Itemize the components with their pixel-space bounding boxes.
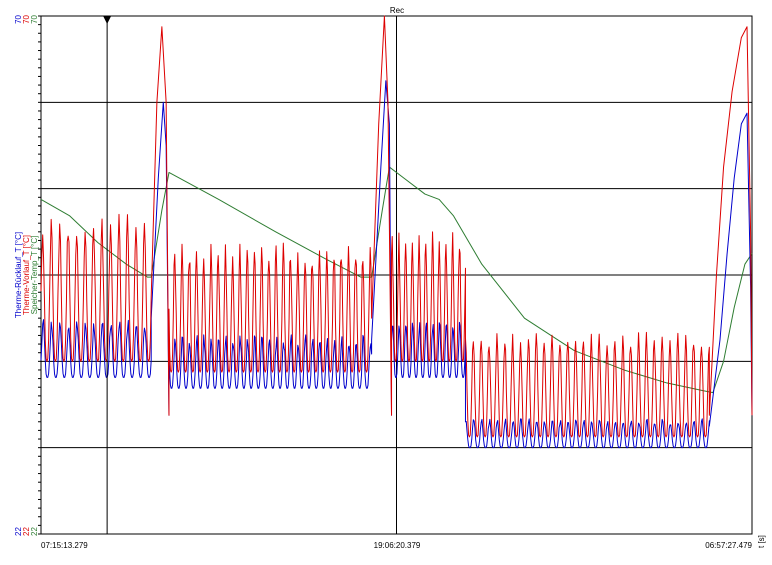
y-bottom-tick-label-3: 22	[30, 527, 39, 536]
y-bottom-tick-label-1: 22	[14, 527, 23, 536]
y-top-tick-label-3: 70	[30, 14, 39, 23]
x-tick-label-end: 06:57:27.479	[705, 541, 752, 550]
series-label-speicher: Speicher-Temp_T [°C]	[30, 236, 39, 315]
grid-lines	[41, 16, 752, 534]
x-tick-label-middle: 19:06:20.379	[374, 541, 421, 550]
series-layer	[40, 15, 753, 449]
series-label-ruecklauf: Therme-Rücklauf_T [°C]	[14, 232, 23, 318]
cursor-layer[interactable]	[103, 16, 112, 534]
cursor-handle-icon[interactable]	[103, 16, 112, 24]
series-line-vorlauf	[40, 15, 753, 438]
series-label-vorlauf: Therme-Vorlauf_T [°C]	[22, 235, 31, 315]
y-bottom-tick-label-2: 22	[22, 527, 31, 536]
series-line-ruecklauf	[40, 80, 753, 449]
chart-title: Rec	[390, 6, 404, 15]
series-line-speicher	[40, 166, 753, 394]
x-tick-label-start: 07:15:13.279	[41, 541, 88, 550]
y-top-tick-label-2: 70	[22, 14, 31, 23]
y-minor-ticks	[38, 15, 41, 535]
x-axis-label: t [s]	[757, 535, 766, 548]
y-top-tick-label-1: 70	[14, 14, 23, 23]
